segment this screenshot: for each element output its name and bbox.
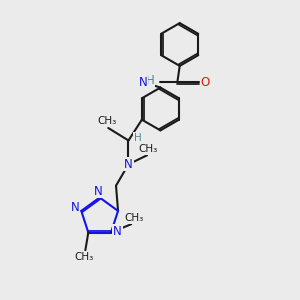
Text: CH₃: CH₃	[74, 252, 94, 262]
Text: H: H	[134, 133, 141, 143]
Text: CH₃: CH₃	[124, 213, 143, 223]
Text: H: H	[146, 74, 155, 87]
Text: N: N	[94, 184, 103, 197]
Text: CH₃: CH₃	[139, 144, 158, 154]
Text: O: O	[201, 76, 210, 89]
Text: N: N	[124, 158, 133, 171]
Text: N: N	[139, 76, 148, 89]
Text: N: N	[113, 224, 122, 238]
Text: CH₃: CH₃	[97, 116, 116, 127]
Text: N: N	[70, 201, 79, 214]
